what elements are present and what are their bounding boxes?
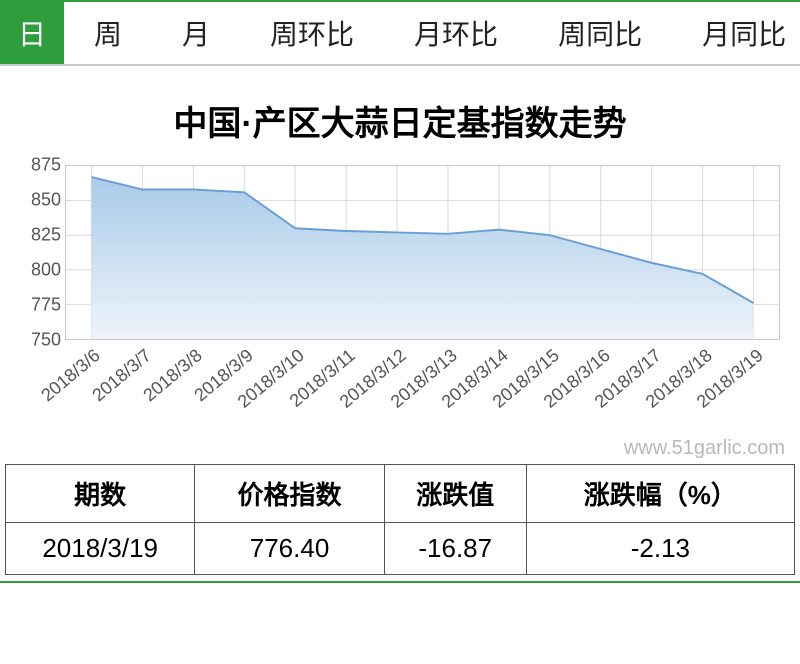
y-tick: 750	[31, 330, 61, 351]
y-tick: 800	[31, 260, 61, 281]
tab-日[interactable]: 日	[0, 2, 64, 64]
tab-周环比[interactable]: 周环比	[240, 2, 384, 64]
plot-area	[65, 165, 780, 340]
table-col-header: 涨跌值	[384, 465, 526, 523]
table-col-header: 价格指数	[195, 465, 384, 523]
x-axis: 2018/3/62018/3/72018/3/82018/3/92018/3/1…	[65, 340, 780, 435]
table-row: 2018/3/19776.40-16.87-2.13	[6, 523, 795, 575]
tab-周[interactable]: 周	[64, 2, 152, 64]
watermark-text: www.51garlic.com	[0, 437, 785, 460]
page-root: { "tabs": { "items": ["日","周","月","周环比",…	[0, 0, 800, 583]
tab-月同比[interactable]: 月同比	[672, 2, 800, 64]
chart-title: 中国·产区大蒜日定基指数走势	[0, 96, 800, 145]
table-header-row: 期数价格指数涨跌值涨跌幅（%）	[6, 465, 795, 523]
y-tick: 825	[31, 225, 61, 246]
summary-table: 期数价格指数涨跌值涨跌幅（%） 2018/3/19776.40-16.87-2.…	[5, 464, 795, 575]
chart-region: 750775800825850875 2018/3/62018/3/72018/…	[5, 165, 785, 435]
table-cell: 776.40	[195, 523, 384, 575]
tab-周同比[interactable]: 周同比	[528, 2, 672, 64]
area-chart-svg	[66, 166, 779, 339]
table-body: 2018/3/19776.40-16.87-2.13	[6, 523, 795, 575]
y-tick: 875	[31, 155, 61, 176]
y-tick: 850	[31, 190, 61, 211]
table-col-header: 期数	[6, 465, 195, 523]
table-col-header: 涨跌幅（%）	[526, 465, 794, 523]
tab-月[interactable]: 月	[152, 2, 240, 64]
y-tick: 775	[31, 295, 61, 316]
y-axis: 750775800825850875	[5, 165, 61, 340]
table-cell: 2018/3/19	[6, 523, 195, 575]
table-cell: -16.87	[384, 523, 526, 575]
tab-月环比[interactable]: 月环比	[384, 2, 528, 64]
period-tabs: 日周月周环比月环比周同比月同比	[0, 2, 800, 66]
table-cell: -2.13	[526, 523, 794, 575]
